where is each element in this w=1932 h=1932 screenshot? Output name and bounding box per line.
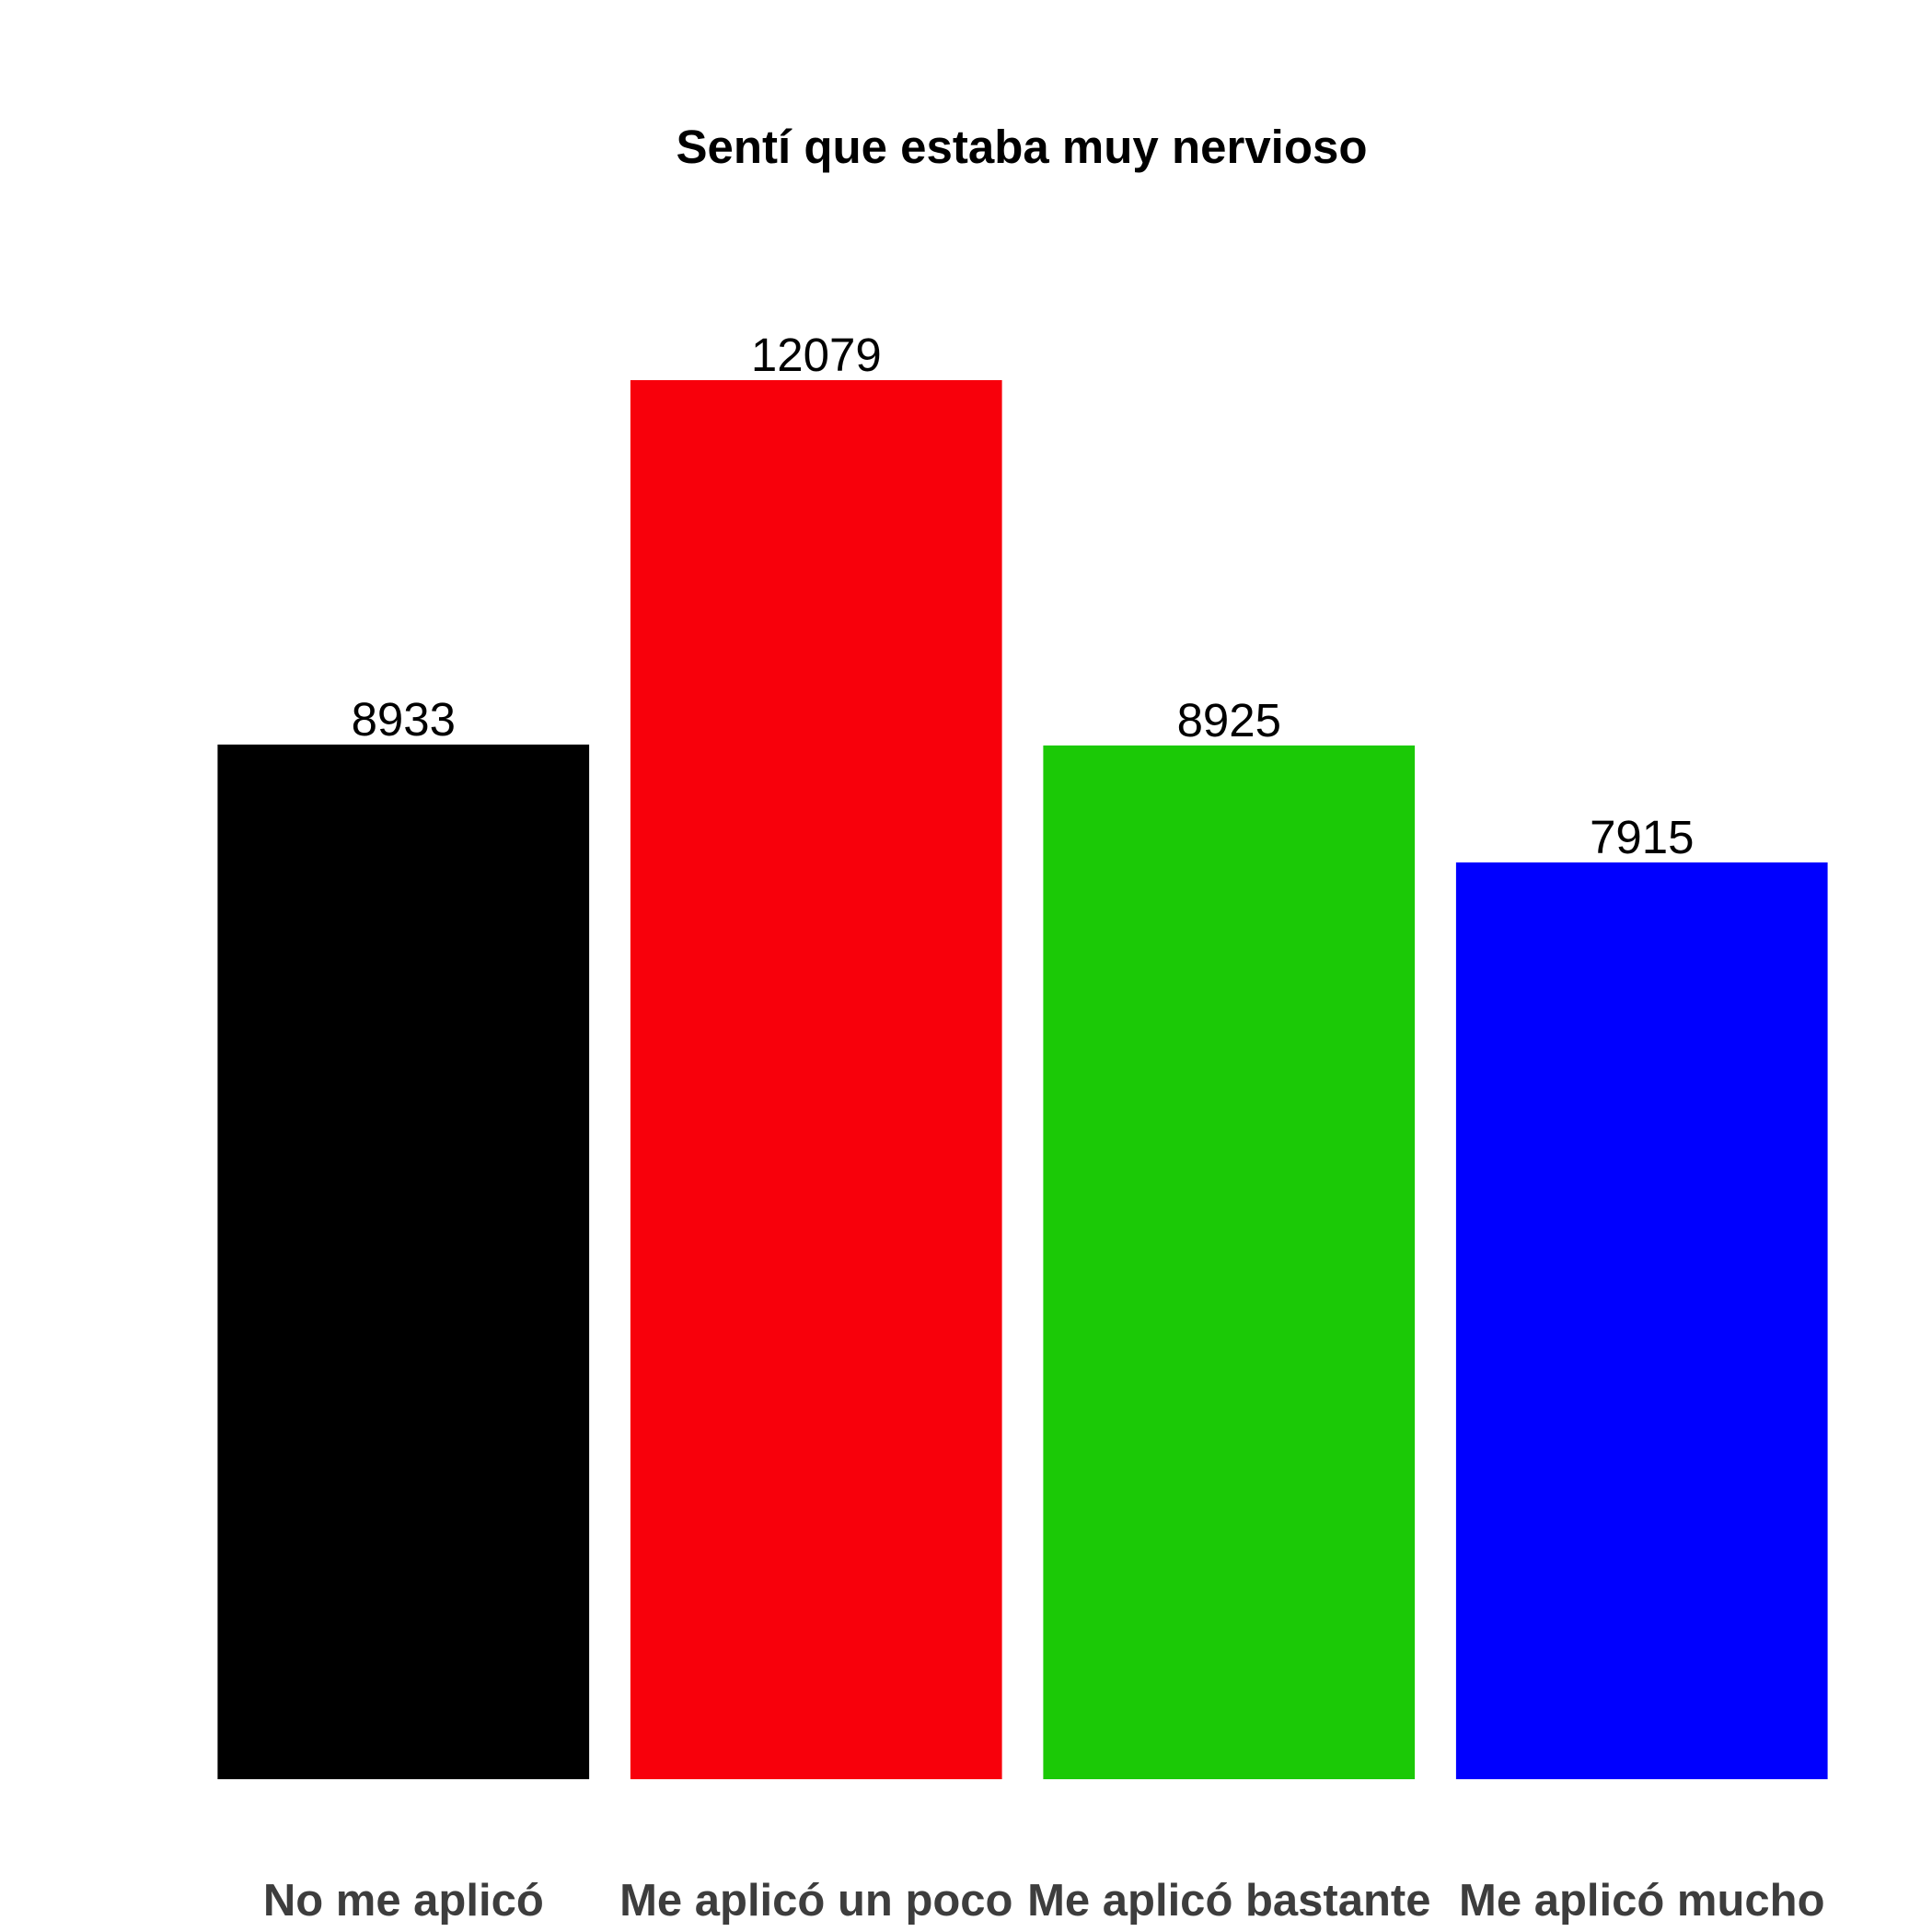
bar-value-label: 7915	[1590, 811, 1694, 863]
bar-value-label: 12079	[751, 329, 882, 381]
bar-value-label: 8925	[1177, 694, 1281, 746]
bar-2	[630, 380, 1002, 1779]
bar-3	[1043, 745, 1416, 1779]
chart-title: Sentí que estaba muy nervioso	[676, 121, 1367, 173]
x-tick-labels-group: No me aplicó Me aplicó un poco Me aplicó b…	[263, 1876, 1825, 1926]
bars-group	[217, 380, 1828, 1779]
bar-4	[1455, 862, 1828, 1779]
x-tick-label: Me aplicó bastante	[1027, 1876, 1430, 1926]
bar-1	[217, 744, 590, 1779]
value-labels-group: 8933 12079 8925 7915	[352, 329, 1695, 863]
bar-value-label: 8933	[352, 693, 456, 746]
x-tick-label: Me aplicó mucho	[1459, 1876, 1825, 1926]
x-tick-label: Me aplicó un poco	[619, 1876, 1012, 1926]
x-tick-label: No me aplicó	[263, 1876, 544, 1926]
